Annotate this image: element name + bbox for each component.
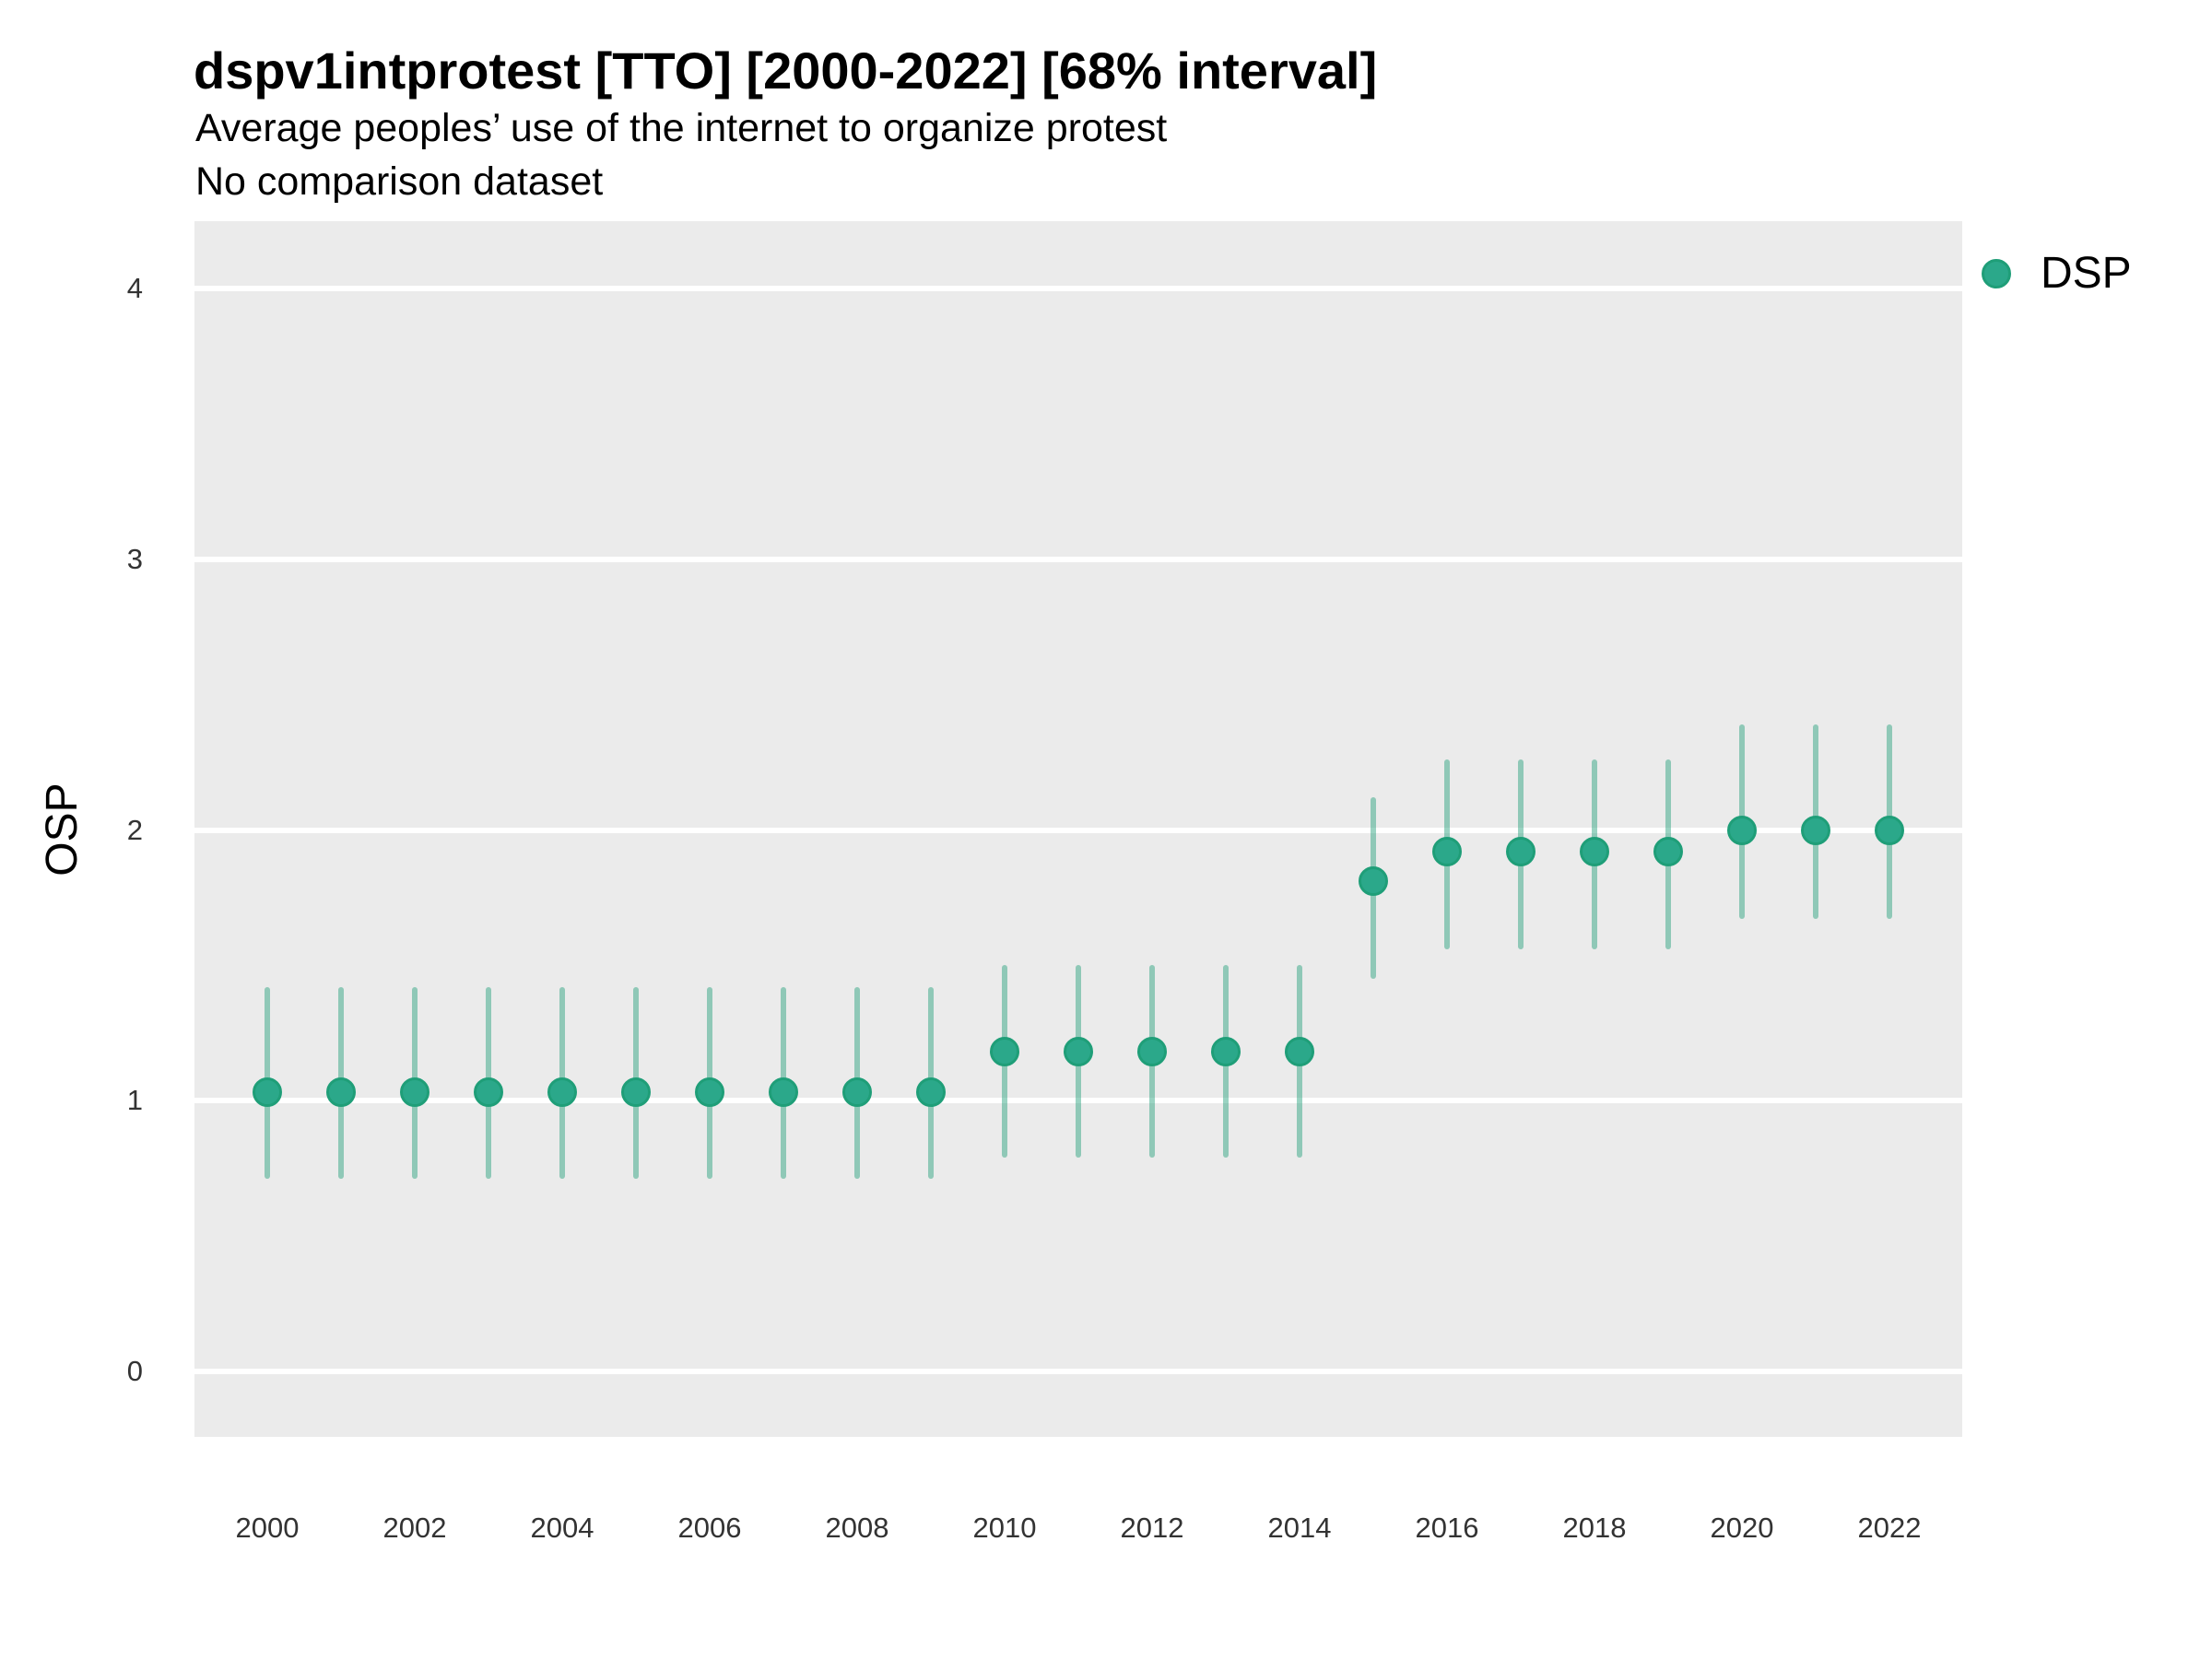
x-tick-label: 2020 <box>1710 1512 1774 1544</box>
data-point-2019 <box>1653 837 1683 866</box>
data-point-2000 <box>253 1077 282 1108</box>
gridline-y-2 <box>194 827 1962 833</box>
data-point-2020 <box>1727 815 1757 845</box>
y-tick-label: 4 <box>126 272 143 304</box>
x-tick-label: 2010 <box>972 1512 1037 1544</box>
data-point-2015 <box>1359 866 1388 897</box>
data-point-2009 <box>916 1077 946 1108</box>
chart-title: dspv1intprotest [TTO] [2000-2022] [68% i… <box>194 41 1378 100</box>
x-tick-label: 2004 <box>530 1512 594 1544</box>
data-point-2021 <box>1801 815 1830 845</box>
data-point-2017 <box>1506 837 1535 866</box>
data-point-2006 <box>695 1077 724 1108</box>
data-point-2007 <box>769 1077 798 1108</box>
data-point-2002 <box>400 1077 429 1108</box>
x-tick-label: 2016 <box>1415 1512 1479 1544</box>
gridline-y-0 <box>194 1369 1962 1374</box>
x-tick-label: 2012 <box>1120 1512 1184 1544</box>
x-tick-label: 2008 <box>825 1512 889 1544</box>
data-point-2014 <box>1285 1037 1314 1067</box>
x-tick-label: 2002 <box>382 1512 447 1544</box>
x-tick-label: 2018 <box>1562 1512 1627 1544</box>
data-point-2011 <box>1064 1037 1093 1067</box>
x-tick-label: 2000 <box>235 1512 300 1544</box>
data-point-2010 <box>990 1037 1019 1067</box>
data-point-2022 <box>1875 815 1904 845</box>
data-point-2003 <box>474 1077 503 1108</box>
legend-label: DSP <box>2041 249 2132 298</box>
plot-panel <box>194 221 1962 1437</box>
x-tick-label: 2006 <box>677 1512 742 1544</box>
data-point-2013 <box>1211 1037 1241 1067</box>
gridline-y-1 <box>194 1098 1962 1104</box>
y-tick-label: 0 <box>126 1355 143 1387</box>
data-point-2004 <box>547 1077 577 1108</box>
data-point-2001 <box>326 1077 356 1108</box>
data-point-2018 <box>1580 837 1609 866</box>
data-point-2005 <box>621 1077 651 1108</box>
y-tick-label: 3 <box>126 542 143 575</box>
x-tick-label: 2014 <box>1267 1512 1332 1544</box>
gridline-y-3 <box>194 556 1962 562</box>
y-tick-label: 1 <box>126 1084 143 1117</box>
y-tick-label: 2 <box>126 813 143 846</box>
chart-subtitle: Average peoples’ use of the internet to … <box>195 106 1168 150</box>
data-point-2008 <box>842 1077 872 1108</box>
x-tick-label: 2022 <box>1857 1512 1922 1544</box>
data-point-2012 <box>1137 1037 1167 1067</box>
data-point-2016 <box>1432 837 1462 866</box>
chart-subtitle-note: No comparison dataset <box>195 159 604 204</box>
legend: DSP <box>1982 244 2132 303</box>
gridline-y-4 <box>194 286 1962 291</box>
legend-point-icon <box>1982 259 2011 288</box>
